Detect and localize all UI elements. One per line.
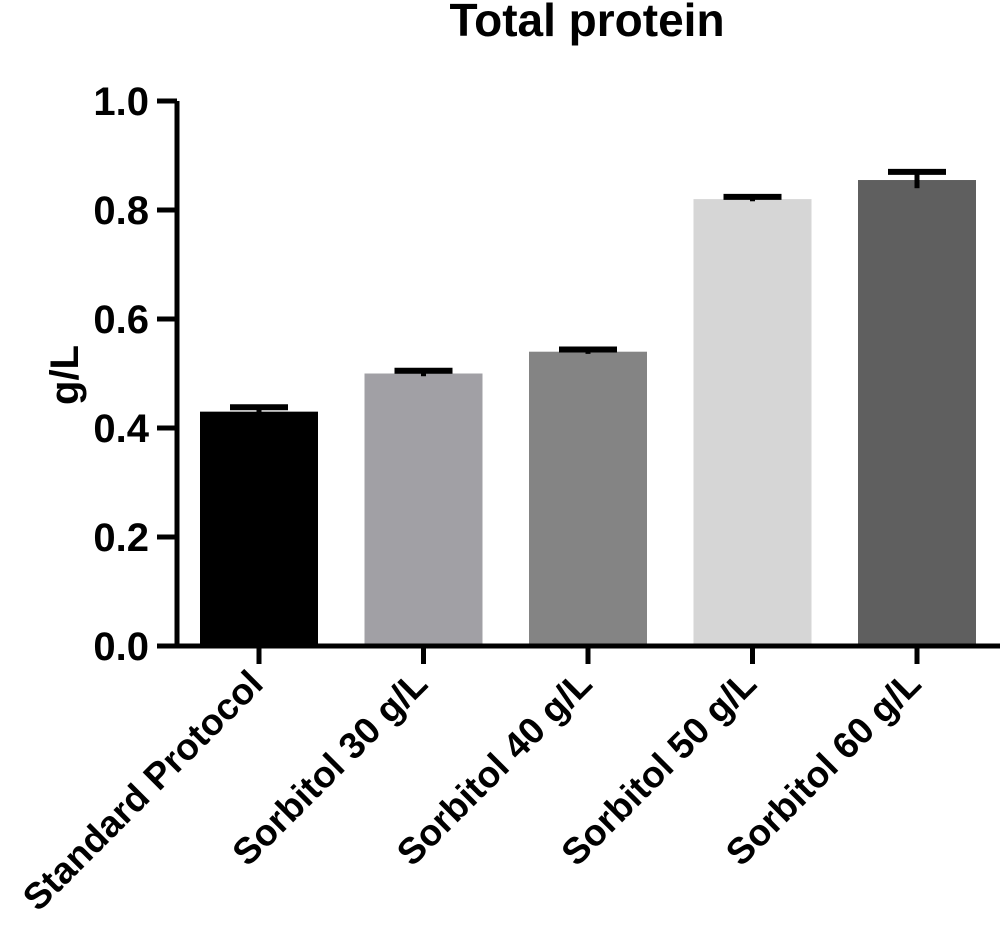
bars-group — [200, 180, 976, 646]
chart-title: Total protein — [449, 0, 724, 46]
bar — [364, 373, 483, 646]
error-bars-group — [230, 168, 946, 417]
y-tick-label: 0.4 — [93, 407, 149, 451]
y-ticks-group: 0.0 0.2 0.4 0.6 0.8 1.0 — [93, 80, 177, 669]
y-tick-label: 0.8 — [93, 189, 149, 233]
y-tick-label: 0.2 — [93, 516, 149, 560]
y-axis-label: g/L — [43, 345, 87, 405]
bar — [693, 199, 812, 646]
bar — [858, 180, 976, 646]
x-tick-label: Standard Protocol — [15, 663, 271, 919]
y-tick-label: 1.0 — [93, 80, 149, 124]
bar — [529, 351, 647, 646]
bar — [200, 411, 318, 646]
y-tick-label: 0.6 — [93, 298, 149, 342]
y-tick-label: 0.0 — [93, 625, 149, 669]
